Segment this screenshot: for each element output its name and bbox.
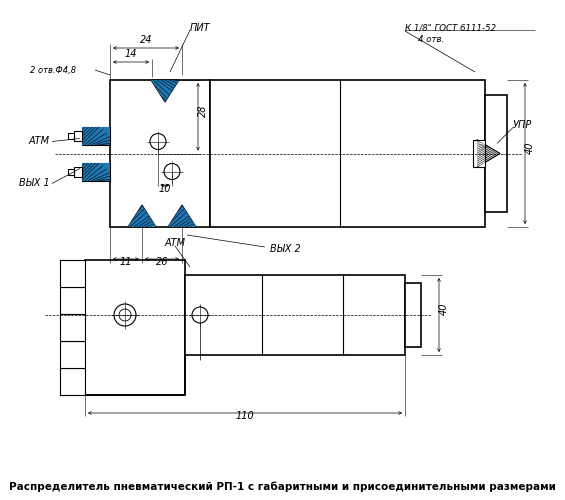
- Bar: [74, 130, 82, 140]
- Text: 2 отв.Ф4,8: 2 отв.Ф4,8: [30, 66, 76, 74]
- Text: 11: 11: [120, 257, 132, 267]
- Polygon shape: [151, 80, 179, 102]
- Bar: [82, 126, 110, 144]
- Polygon shape: [128, 205, 156, 227]
- Bar: [74, 166, 82, 176]
- Bar: [82, 162, 110, 180]
- Bar: [60, 314, 85, 341]
- Bar: [60, 341, 85, 368]
- Text: 40: 40: [525, 141, 535, 154]
- Text: 14: 14: [125, 49, 137, 59]
- Text: 10: 10: [159, 184, 171, 194]
- Text: 28: 28: [198, 104, 208, 117]
- Text: УПР: УПР: [513, 120, 532, 130]
- Bar: [68, 132, 74, 138]
- Text: 40: 40: [439, 302, 449, 315]
- Text: ВЫХ 2: ВЫХ 2: [270, 244, 301, 254]
- Bar: [473, 140, 485, 167]
- Bar: [68, 168, 74, 174]
- Bar: [405, 283, 421, 347]
- Text: 4 отв.: 4 отв.: [418, 34, 445, 43]
- Bar: [60, 287, 85, 314]
- Bar: [82, 126, 110, 144]
- Polygon shape: [128, 205, 156, 227]
- Bar: [210, 80, 485, 227]
- Bar: [110, 80, 210, 227]
- Bar: [60, 368, 85, 395]
- Bar: [185, 275, 405, 355]
- Polygon shape: [477, 140, 500, 167]
- Text: АТМ: АТМ: [29, 136, 50, 146]
- Text: ВЫХ 1: ВЫХ 1: [19, 178, 50, 188]
- Text: ПИТ: ПИТ: [190, 23, 210, 33]
- Bar: [82, 162, 110, 180]
- Bar: [485, 95, 507, 212]
- Text: К 1/8" ГОСТ 6111-52: К 1/8" ГОСТ 6111-52: [405, 24, 496, 32]
- Bar: [85, 260, 185, 395]
- Text: АТМ: АТМ: [164, 238, 185, 248]
- Bar: [60, 260, 85, 287]
- Polygon shape: [151, 80, 179, 102]
- Polygon shape: [168, 205, 196, 227]
- Text: 26: 26: [156, 257, 168, 267]
- Text: 24: 24: [140, 35, 152, 45]
- Text: 110: 110: [236, 411, 254, 421]
- Polygon shape: [168, 205, 196, 227]
- Text: Распределитель пневматический РП-1 с габаритными и присоединительными размерами: Распределитель пневматический РП-1 с габ…: [8, 482, 555, 492]
